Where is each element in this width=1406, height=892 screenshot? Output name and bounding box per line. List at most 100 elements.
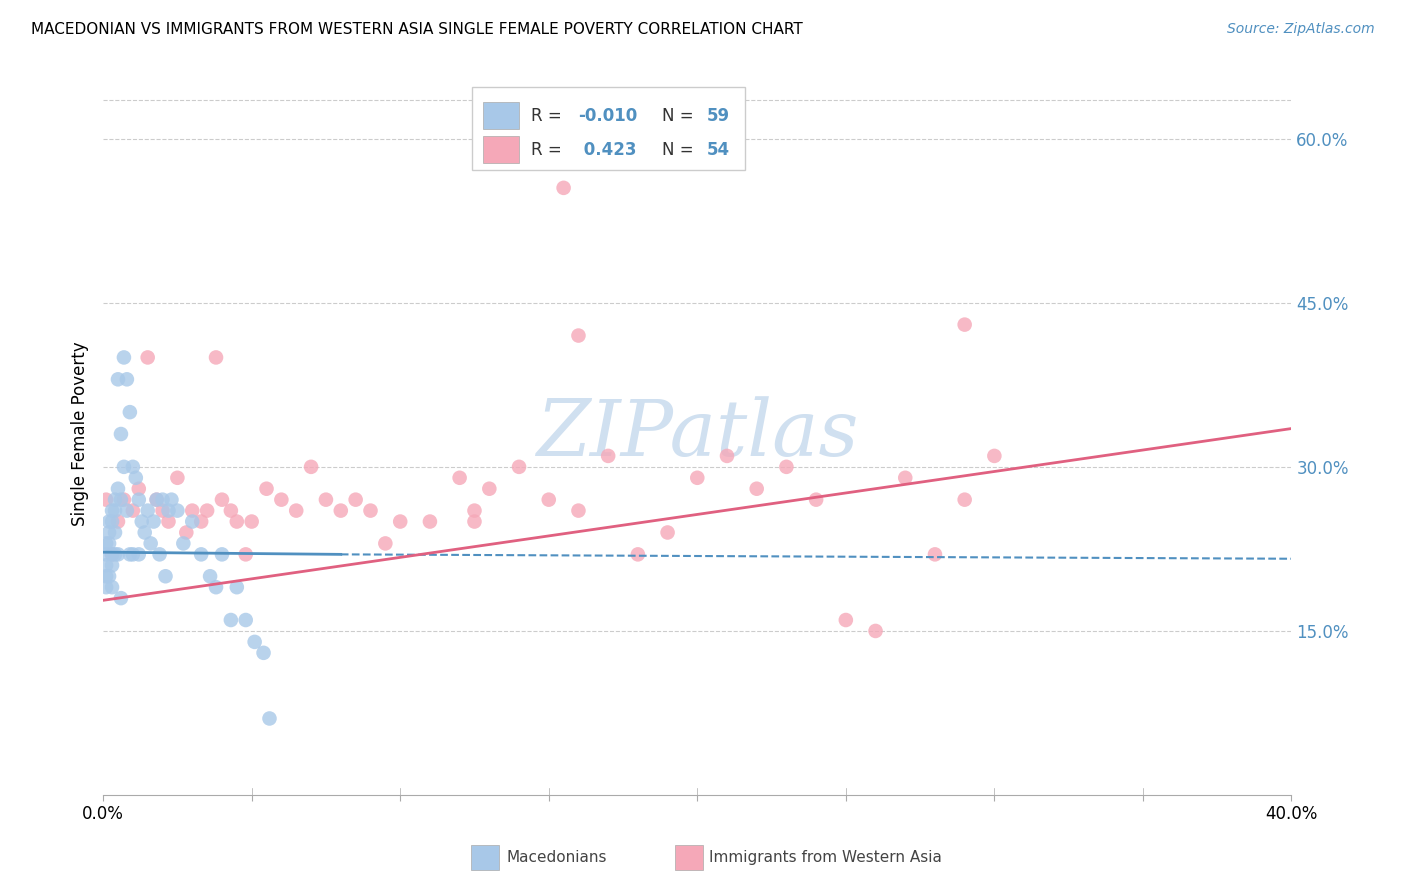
Point (136, 503, 159, 517)
Point (101, 515, 124, 529)
Point (835, 613, 858, 627)
Point (101, 580, 124, 594)
FancyBboxPatch shape (471, 87, 745, 170)
Text: 0.423: 0.423 (578, 141, 637, 159)
Point (94, 492, 117, 507)
Point (389, 515, 412, 529)
Point (463, 503, 485, 517)
Point (112, 351, 135, 365)
Point (125, 471, 148, 485)
Point (315, 492, 337, 507)
Point (657, 525, 679, 540)
Text: 59: 59 (707, 106, 730, 125)
Point (235, 613, 257, 627)
Point (181, 503, 204, 517)
Point (190, 515, 212, 529)
Point (953, 492, 976, 507)
Point (157, 503, 180, 517)
Point (374, 536, 396, 550)
Point (98, 515, 121, 529)
Point (101, 503, 124, 517)
Point (98, 536, 121, 550)
Point (104, 525, 127, 540)
Point (104, 492, 127, 507)
Point (463, 515, 485, 529)
Point (94, 547, 117, 561)
Point (118, 547, 141, 561)
Point (419, 515, 441, 529)
Point (134, 525, 156, 540)
Point (198, 569, 221, 583)
Point (225, 580, 247, 594)
Point (953, 318, 976, 332)
Point (94, 558, 117, 573)
Point (94, 536, 117, 550)
Text: R =: R = (531, 141, 567, 159)
Point (128, 547, 150, 561)
Point (508, 459, 530, 474)
Point (121, 547, 143, 561)
Point (211, 547, 233, 561)
Point (243, 635, 266, 649)
Point (104, 547, 127, 561)
Point (152, 503, 174, 517)
Text: N =: N = (662, 106, 699, 125)
Point (894, 471, 917, 485)
Point (98, 525, 121, 540)
Point (225, 515, 247, 529)
Point (121, 503, 143, 517)
Point (152, 492, 174, 507)
Text: Macedonians: Macedonians (506, 850, 606, 864)
Point (804, 492, 827, 507)
Point (344, 492, 367, 507)
Text: Immigrants from Western Asia: Immigrants from Western Asia (709, 850, 942, 864)
Point (205, 351, 228, 365)
Point (865, 624, 887, 638)
Point (567, 503, 589, 517)
Point (686, 471, 709, 485)
Point (148, 547, 170, 561)
Point (94, 569, 117, 583)
Text: N =: N = (662, 141, 699, 159)
Point (235, 547, 257, 561)
Point (118, 405, 141, 419)
Point (256, 482, 278, 496)
Text: 54: 54 (707, 141, 730, 159)
Point (285, 503, 308, 517)
Point (107, 547, 129, 561)
Point (924, 547, 946, 561)
Point (181, 515, 204, 529)
Point (567, 328, 589, 343)
Point (195, 503, 218, 517)
Point (329, 503, 352, 517)
Point (110, 427, 132, 442)
Point (112, 492, 135, 507)
Point (101, 547, 124, 561)
Point (219, 613, 242, 627)
FancyBboxPatch shape (484, 102, 519, 129)
Point (101, 547, 124, 561)
Point (101, 558, 124, 573)
Point (240, 515, 263, 529)
Point (745, 482, 768, 496)
Point (142, 515, 165, 529)
Point (136, 351, 159, 365)
Point (94, 580, 117, 594)
Point (128, 482, 150, 496)
FancyBboxPatch shape (484, 136, 519, 163)
Point (219, 503, 242, 517)
Point (107, 482, 129, 496)
Point (110, 591, 132, 606)
Point (252, 646, 274, 660)
Point (166, 503, 188, 517)
Point (155, 569, 177, 583)
Point (145, 492, 167, 507)
Point (128, 492, 150, 507)
Point (553, 181, 575, 195)
Point (598, 449, 620, 463)
Point (107, 372, 129, 386)
Point (115, 503, 138, 517)
Point (176, 525, 198, 540)
Point (190, 547, 212, 561)
Point (139, 536, 162, 550)
